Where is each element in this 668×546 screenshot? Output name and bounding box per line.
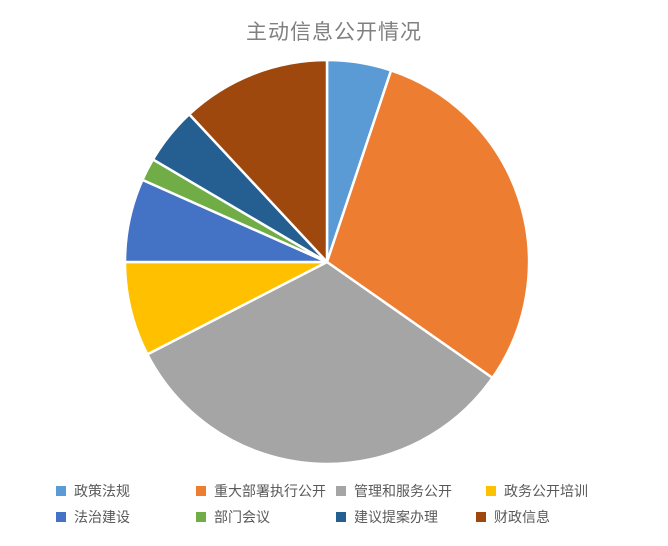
legend-item[interactable]: 管理和服务公开 xyxy=(336,478,486,504)
legend-swatch-icon xyxy=(196,512,206,522)
legend-swatch-icon xyxy=(336,486,346,496)
pie-slice[interactable] xyxy=(124,260,329,356)
legend-item[interactable]: 政策法规 xyxy=(56,478,196,504)
legend-swatch-icon xyxy=(336,512,346,522)
legend-swatch-icon xyxy=(56,486,66,496)
pie-slice[interactable] xyxy=(187,58,329,264)
legend-item[interactable]: 部门会议 xyxy=(196,504,336,530)
pie-slice[interactable] xyxy=(325,69,531,380)
legend-item[interactable]: 重大部署执行公开 xyxy=(196,478,336,504)
legend-swatch-icon xyxy=(476,512,486,522)
pie-plot-area xyxy=(0,48,668,472)
chart-title: 主动信息公开情况 xyxy=(246,21,422,44)
legend-item-label: 政务公开培训 xyxy=(504,483,588,499)
legend-swatch-icon xyxy=(486,486,496,496)
legend-item[interactable]: 建议提案办理 xyxy=(336,504,476,530)
pie-svg xyxy=(124,58,531,466)
chart-legend: 政策法规 重大部署执行公开 管理和服务公开 政务公开培训 法治建设 部门会议 建议提案办理… xyxy=(0,478,668,540)
pie-slice[interactable] xyxy=(146,260,494,466)
legend-item-label: 法治建设 xyxy=(74,509,130,525)
pie-slices-group xyxy=(124,58,531,466)
legend-row-1: 政策法规 重大部署执行公开 管理和服务公开 政务公开培训 xyxy=(0,478,668,504)
legend-item[interactable]: 财政信息 xyxy=(476,504,550,530)
legend-swatch-icon xyxy=(56,512,66,522)
legend-item[interactable]: 法治建设 xyxy=(56,504,196,530)
legend-item[interactable]: 政务公开培训 xyxy=(486,478,588,504)
legend-row-2: 法治建设 部门会议 建议提案办理 财政信息 xyxy=(0,504,668,530)
legend-swatch-icon xyxy=(196,486,206,496)
legend-item-label: 部门会议 xyxy=(214,509,270,525)
legend-item-label: 政策法规 xyxy=(74,483,130,499)
legend-item-label: 财政信息 xyxy=(494,509,550,525)
legend-item-label: 建议提案办理 xyxy=(354,509,438,525)
legend-item-label: 重大部署执行公开 xyxy=(214,483,326,499)
legend-item-label: 管理和服务公开 xyxy=(354,483,452,499)
